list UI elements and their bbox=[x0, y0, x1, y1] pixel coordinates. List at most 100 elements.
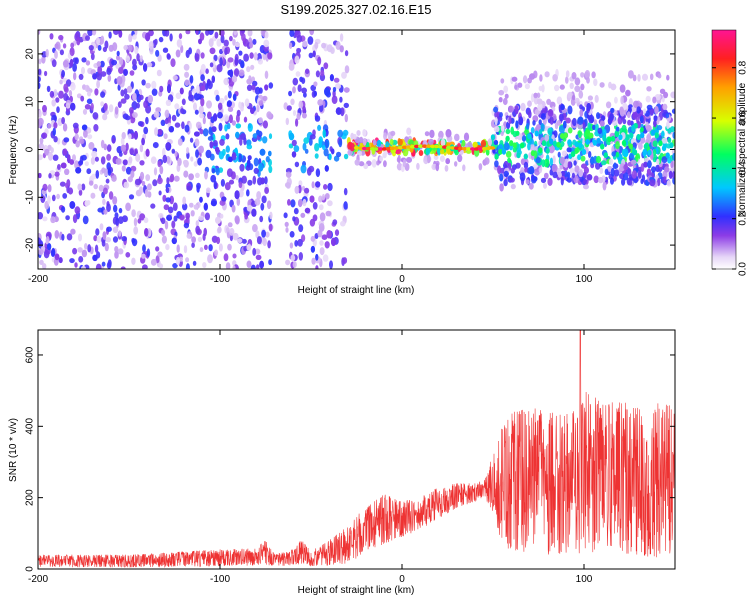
spectrogram-cell bbox=[183, 170, 189, 178]
spectrogram-cell bbox=[139, 213, 146, 221]
spectrogram-cell bbox=[611, 151, 617, 157]
spectrogram-cell bbox=[175, 256, 181, 266]
spectrogram-cell bbox=[343, 153, 349, 160]
spectrogram-cell bbox=[95, 228, 100, 236]
spectrogram-cell bbox=[260, 202, 265, 211]
spectrogram-cell bbox=[152, 179, 158, 187]
spectrogram-cell bbox=[369, 147, 376, 151]
snr-series-line bbox=[38, 330, 675, 568]
spectrogram-cell bbox=[179, 87, 184, 95]
spectrogram-cell bbox=[59, 181, 66, 187]
spectrogram-cell bbox=[165, 142, 170, 149]
spectrogram-cell bbox=[231, 204, 236, 213]
spectrogram-cell bbox=[619, 106, 624, 115]
spectrogram-cell bbox=[193, 161, 198, 167]
spectrogram-cell bbox=[117, 248, 124, 255]
spectrogram-cell bbox=[72, 122, 79, 129]
spectrogram-cell bbox=[195, 149, 199, 158]
spectrogram-cell bbox=[538, 85, 543, 92]
spectrogram-cell bbox=[318, 139, 323, 148]
spectrogram-cell bbox=[304, 148, 309, 154]
spectrogram-cell bbox=[566, 147, 572, 153]
spectrogram-cell bbox=[97, 207, 104, 213]
spectrogram-cell bbox=[295, 71, 301, 77]
spectrogram-cell bbox=[159, 165, 164, 175]
spectrogram-cell bbox=[454, 133, 460, 142]
spectrogram-cell bbox=[552, 171, 558, 179]
spectrogram-cell bbox=[39, 259, 44, 265]
spectrogram-cell bbox=[547, 109, 554, 117]
spectrogram-cell bbox=[78, 255, 84, 263]
spectrogram-cell bbox=[227, 222, 233, 228]
spectrogram-cell bbox=[134, 178, 141, 186]
spectrogram-cell bbox=[643, 143, 649, 150]
spectrogram-cell bbox=[478, 147, 484, 151]
spectrogram-cell bbox=[397, 154, 401, 164]
spectrogram-cell bbox=[263, 39, 270, 48]
spectrogram-cell bbox=[671, 108, 675, 114]
spectrogram-cell bbox=[269, 211, 273, 220]
spectrogram-cell bbox=[191, 242, 195, 248]
spectrogram-cell bbox=[499, 173, 504, 182]
x-tick-label: -100 bbox=[210, 274, 230, 285]
spectrogram-cell bbox=[292, 110, 297, 116]
spectrogram-cell bbox=[215, 167, 220, 176]
spectrogram-cell bbox=[497, 144, 504, 151]
spectrogram-cell bbox=[266, 111, 272, 119]
spectrogram-cell bbox=[365, 146, 372, 151]
spectrogram-cell bbox=[312, 50, 316, 58]
spectrogram-cell bbox=[69, 201, 76, 209]
spectrogram-cell bbox=[585, 129, 591, 138]
spectrogram-cell bbox=[311, 181, 315, 189]
spectrogram-cell bbox=[494, 116, 498, 126]
spectrogram-cell bbox=[243, 137, 247, 146]
spectrogram-cell bbox=[458, 146, 464, 151]
spectrogram-cell bbox=[515, 120, 519, 129]
spectrogram-cell bbox=[630, 159, 637, 165]
spectrogram-cell bbox=[312, 214, 318, 222]
spectrogram-cell bbox=[290, 98, 295, 106]
spectrogram-cell bbox=[199, 128, 204, 135]
spectrogram-cell bbox=[539, 129, 543, 135]
spectrogram-cell bbox=[669, 142, 674, 149]
spectrogram-cell bbox=[508, 105, 514, 113]
spectrogram-cell bbox=[428, 138, 434, 146]
spectrogram-cell bbox=[118, 66, 124, 74]
spectrogram-cell bbox=[145, 32, 151, 42]
spectrogram-cell bbox=[82, 215, 89, 225]
spectrogram-cell bbox=[445, 158, 451, 165]
spectrogram-cell bbox=[239, 163, 245, 172]
spectrogram-cell bbox=[238, 181, 243, 189]
spectrogram-cell bbox=[335, 107, 342, 115]
spectrogram-cell bbox=[132, 34, 137, 40]
spectrogram-cell bbox=[249, 41, 254, 49]
spectrogram-cell bbox=[171, 220, 176, 229]
spectrogram-cell bbox=[528, 110, 532, 119]
spectrogram-cell bbox=[592, 139, 598, 146]
spectrogram-cell bbox=[442, 145, 448, 149]
spectrogram-cell bbox=[268, 259, 272, 266]
spectrogram-cell bbox=[315, 70, 320, 78]
spectrogram-cell bbox=[656, 158, 660, 165]
spectrogram-cell bbox=[258, 117, 263, 124]
spectrogram-cell bbox=[494, 111, 499, 119]
spectrogram-cell bbox=[501, 148, 507, 155]
spectrogram-cell bbox=[102, 113, 108, 121]
spectrogram-cell bbox=[560, 177, 564, 186]
spectrogram-cell bbox=[111, 137, 116, 144]
spectrogram-cell bbox=[185, 212, 190, 220]
spectrogram-cell bbox=[38, 248, 44, 256]
spectrogram-cell bbox=[234, 57, 239, 66]
spectrogram-cell bbox=[258, 100, 264, 107]
spectrogram-cell bbox=[545, 147, 550, 154]
spectrogram-cell bbox=[65, 215, 70, 221]
spectrogram-cell bbox=[256, 236, 262, 245]
spectrogram-cell bbox=[51, 247, 56, 257]
spectrogram-cell bbox=[499, 183, 504, 192]
spectrogram-cell bbox=[90, 157, 95, 165]
spectrogram-cell bbox=[223, 39, 229, 47]
spectrogram-cell bbox=[581, 149, 587, 155]
spectrogram-cell bbox=[51, 194, 56, 202]
spectrogram-cell bbox=[543, 172, 549, 180]
spectrogram-cell bbox=[519, 172, 526, 182]
